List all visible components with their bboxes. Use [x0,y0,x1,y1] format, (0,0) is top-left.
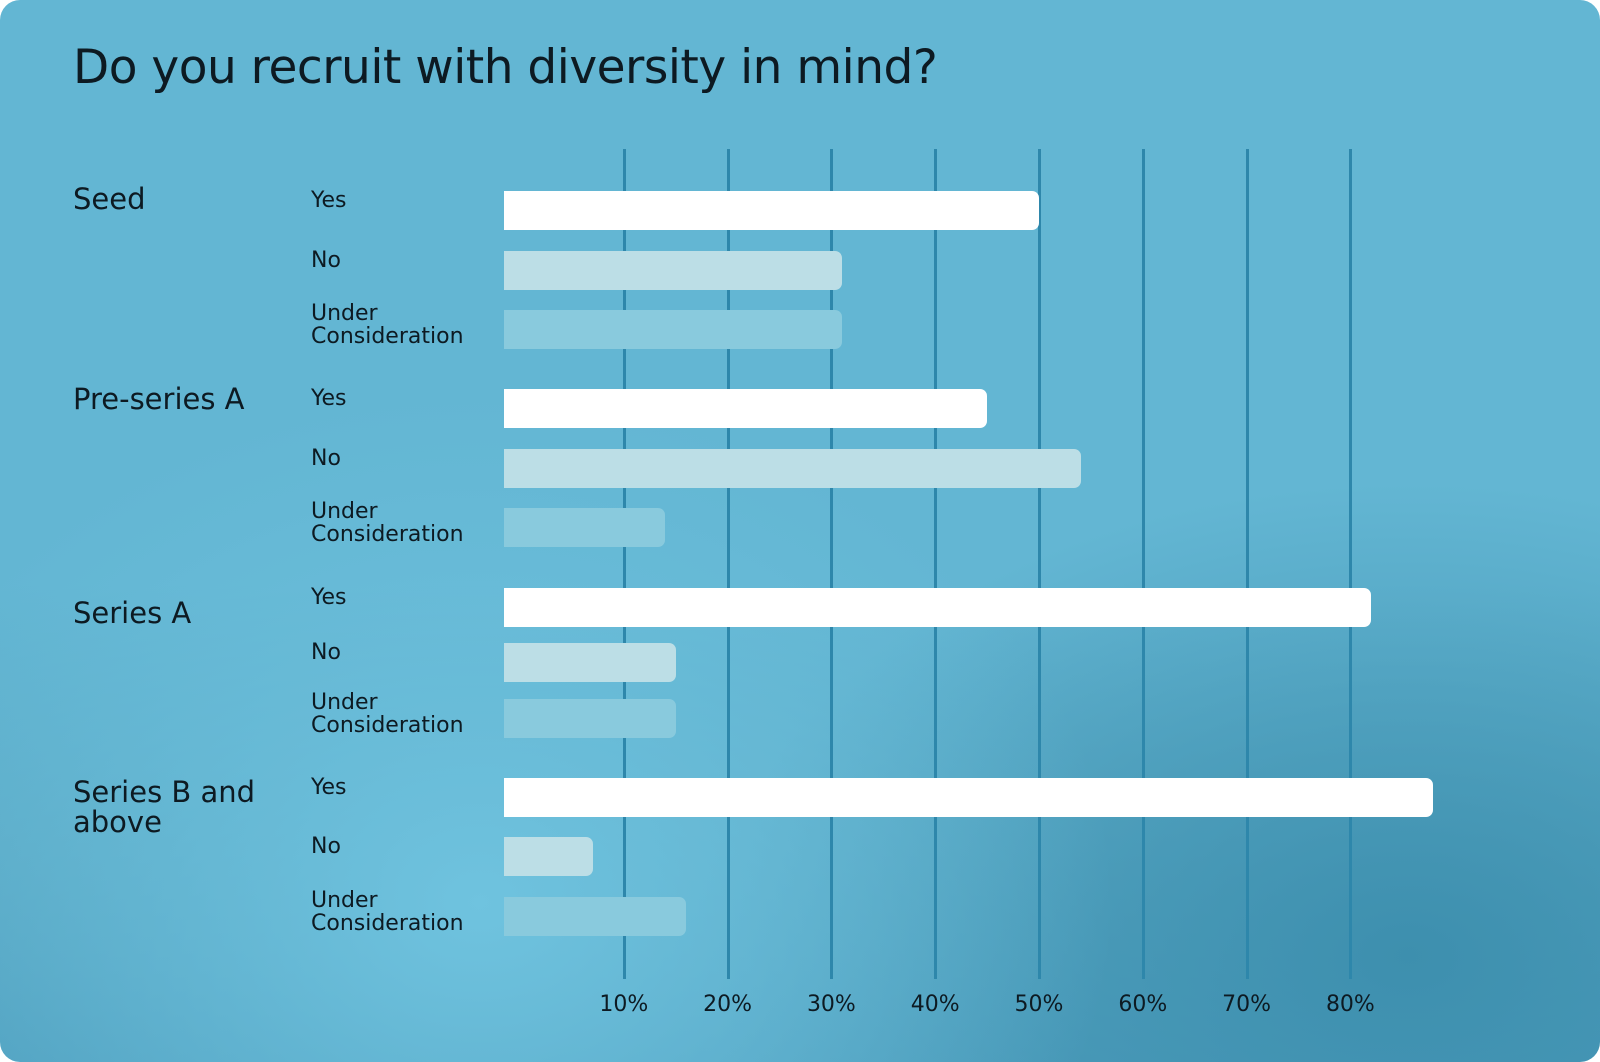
bar-under-consideration [504,310,842,349]
bar-under-consideration [504,897,687,936]
x-tick-label: 20% [703,992,753,1017]
bar-yes [504,588,1372,627]
bar-yes [504,191,1039,230]
row-label: Under Consideration [311,888,464,936]
row-label: No [311,640,341,665]
group-label: Series A [73,596,192,630]
x-tick-label: 80% [1325,992,1375,1017]
chart-title: Do you recruit with diversity in mind? [73,40,938,95]
gridline [830,149,834,979]
row-label: Yes [311,775,347,800]
gridline [1141,149,1145,979]
row-label: Under Consideration [311,499,464,547]
bar-yes [504,778,1434,817]
x-tick-label: 10% [599,992,649,1017]
row-label: Yes [311,188,347,213]
group-label: Seed [73,182,146,216]
row-label: Under Consideration [311,690,464,738]
group-label: Pre-series A [73,382,245,416]
bar-under-consideration [504,508,666,547]
bar-no [504,837,593,876]
row-label: No [311,446,341,471]
gridline [1349,149,1353,979]
gridline [934,149,938,979]
bar-yes [504,389,988,428]
row-label: No [311,834,341,859]
bar-no [504,643,676,682]
row-label: Yes [311,386,347,411]
x-tick-label: 50% [1014,992,1064,1017]
gridline [622,149,626,979]
gridline [1245,149,1249,979]
gridline [726,149,730,979]
row-label: No [311,248,341,273]
bar-no [504,449,1081,488]
row-label: Yes [311,585,347,610]
x-tick-label: 40% [910,992,960,1017]
bar-no [504,251,842,290]
gridline [1038,149,1041,979]
group-label: Series B and above [73,775,256,839]
x-tick-label: 70% [1222,992,1272,1017]
x-tick-label: 30% [806,992,856,1017]
row-label: Under Consideration [311,301,464,349]
bar-under-consideration [504,699,676,738]
x-tick-label: 60% [1118,992,1168,1017]
